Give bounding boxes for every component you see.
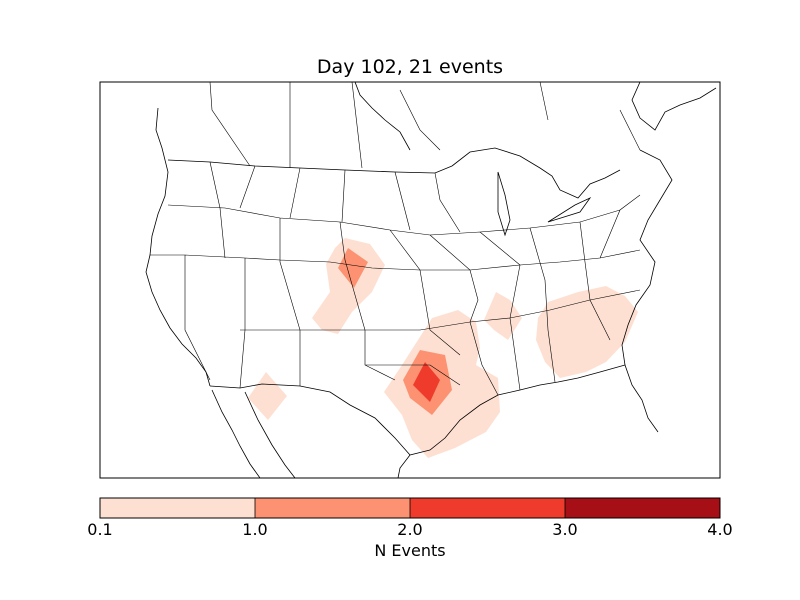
event-density-layer (248, 238, 638, 458)
hudson-bay (354, 82, 411, 151)
event-patch (536, 286, 638, 378)
coastline-mexico (211, 389, 261, 478)
lake-michigan (497, 171, 511, 237)
map-title: Day 102, 21 events (316, 56, 504, 78)
colorbar-segment (255, 498, 410, 518)
canada-east-coast (631, 82, 717, 131)
border-us-canada (167, 159, 453, 174)
map-outlines (145, 82, 717, 478)
colorbar-tick-label: 3.0 (552, 520, 578, 539)
colorbar-label: N Events (374, 541, 446, 560)
great-lakes (451, 147, 621, 199)
colorbar-tick-label: 1.0 (242, 520, 268, 539)
colorbar-tick-label: 2.0 (397, 520, 423, 539)
event-patch (484, 292, 522, 340)
map-frame (99, 81, 721, 479)
lake-erie (547, 196, 592, 223)
colorbar-segment (565, 498, 720, 518)
coastline-mexico-mainland (244, 391, 296, 478)
colorbar-segment (410, 498, 565, 518)
province-lines (209, 82, 641, 169)
event-patch (338, 248, 368, 288)
coastline-west (145, 107, 211, 387)
border-us-mexico (209, 383, 411, 456)
colorbar-segment (100, 498, 255, 518)
colorbar (99, 497, 721, 519)
coastline-east (621, 149, 673, 433)
event-patch (413, 362, 440, 402)
colorbar-tick-label: 0.1 (87, 520, 113, 539)
event-patch (248, 372, 287, 420)
colorbar-tick-label: 4.0 (707, 520, 733, 539)
state-lines (150, 161, 641, 396)
coastline-gulf (397, 364, 626, 478)
